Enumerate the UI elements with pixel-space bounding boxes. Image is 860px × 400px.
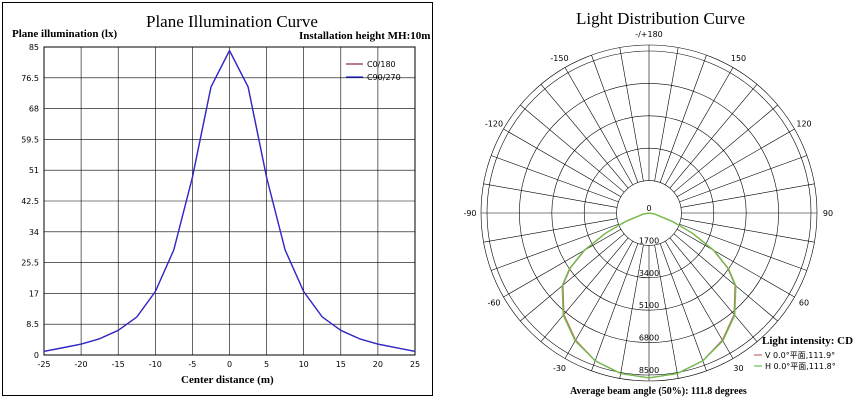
x-tick-label: -20	[75, 360, 88, 369]
radial-tick-label: 8500	[639, 366, 659, 375]
polar-spoke	[490, 223, 619, 271]
polar-spoke	[676, 228, 795, 298]
radial-tick-label: 1700	[639, 236, 659, 245]
polar-legend-label: V 0.0°平面,111.9°	[765, 351, 835, 360]
polar-spoke	[664, 67, 734, 186]
plane-chart-xlabel: Center distance (m)	[181, 374, 274, 386]
light-distribution-panel: Light Distribution Curve Light intensity…	[436, 0, 860, 400]
polar-spoke	[540, 84, 629, 189]
polar-spoke	[483, 218, 618, 243]
x-tick-label: 10	[299, 360, 309, 369]
light-distribution-chart: -/+1801501209060300-30-60-90-120-1500170…	[463, 30, 836, 382]
polar-spoke	[654, 244, 679, 379]
polar-spoke	[679, 155, 808, 203]
plane-illumination-chart: -25 -20 -15 -10 -5 0 5 10 15 20 25 0 8.5 17 25.5 34 42.5…	[21, 43, 420, 369]
legend-label: C0/180	[367, 60, 396, 69]
angle-label: 90	[823, 209, 833, 218]
polar-spoke	[673, 104, 778, 193]
x-tick-label: 15	[336, 360, 346, 369]
angle-label: -30	[553, 364, 566, 373]
polar-chart-title: Light Distribution Curve	[576, 9, 746, 28]
polar-spoke	[503, 128, 622, 198]
y-tick-label: 85	[29, 43, 39, 52]
radial-tick-label: 5100	[639, 301, 659, 310]
polar-spoke	[564, 67, 634, 186]
polar-spoke	[503, 228, 622, 298]
plane-chart-subtitle: Installation height MH:10m	[299, 30, 431, 42]
beam-angle-footer: Average beam angle (50%): 111.8 degrees	[570, 386, 747, 397]
angle-label: -120	[485, 120, 503, 129]
polar-spoke	[520, 104, 625, 193]
y-tick-label: 68	[29, 105, 39, 114]
polar-spoke	[676, 128, 795, 198]
plane-chart-title: Plane Illumination Curve	[146, 12, 318, 31]
polar-spoke	[483, 183, 618, 208]
polar-spoke	[490, 155, 619, 203]
radial-tick-label: 0	[646, 204, 651, 213]
angle-label: 30	[733, 364, 743, 373]
angle-label: 60	[799, 299, 809, 308]
series-line-1	[43, 49, 416, 353]
x-tick-label: 0	[227, 360, 232, 369]
x-tick-label: -5	[188, 360, 196, 369]
polar-spoke	[659, 54, 707, 183]
plane-illumination-panel: Plane Illumination Curve Plane illuminat…	[2, 2, 433, 396]
angle-label: 150	[731, 54, 746, 63]
angle-label: -60	[487, 299, 500, 308]
y-tick-label: 51	[29, 166, 39, 175]
polar-spoke	[540, 237, 629, 342]
y-tick-label: 8.5	[26, 320, 39, 329]
y-tick-label: 76.5	[21, 74, 39, 83]
x-tick-label: 20	[373, 360, 383, 369]
x-tick-label: -10	[149, 360, 162, 369]
polar-spoke	[654, 47, 679, 182]
y-tick-label: 34	[29, 228, 39, 237]
polar-spoke	[673, 233, 778, 322]
intensity-label: Light intensity: CD	[762, 335, 854, 347]
polar-spoke	[619, 244, 644, 379]
angle-label: -150	[550, 54, 568, 63]
polar-legend-label: H 0.0°平面,111.8°	[765, 362, 836, 371]
y-tick-label: 17	[29, 289, 39, 298]
angle-label: -/+180	[635, 30, 663, 39]
polar-spoke	[680, 218, 815, 243]
polar-spoke	[664, 240, 734, 359]
y-tick-label: 42.5	[21, 197, 39, 206]
polar-spoke	[520, 233, 625, 322]
polar-spoke	[669, 237, 758, 342]
x-tick-label: -25	[37, 360, 50, 369]
polar-spoke	[619, 47, 644, 182]
x-tick-label: -15	[112, 360, 125, 369]
radial-tick-label: 6800	[639, 334, 659, 343]
y-tick-label: 59.5	[21, 135, 39, 144]
x-tick-label: 25	[410, 360, 420, 369]
y-tick-label: 25.5	[21, 259, 39, 268]
polar-spoke	[591, 243, 639, 372]
polar-spoke	[679, 223, 808, 271]
polar-spoke	[564, 240, 634, 359]
polar-spoke	[591, 54, 639, 183]
angle-label: -90	[463, 209, 476, 218]
polar-spoke	[659, 243, 707, 372]
plane-chart-ylabel: Plane illumination (lx)	[12, 28, 118, 40]
polar-spoke	[669, 84, 758, 189]
radial-tick-label: 3400	[639, 269, 659, 278]
x-tick-label: 5	[264, 360, 269, 369]
polar-series-line-1	[561, 212, 737, 379]
y-tick-label: 0	[34, 351, 39, 360]
legend-label: C90/270	[367, 73, 401, 82]
angle-label: 120	[796, 120, 811, 129]
polar-spoke	[680, 183, 815, 208]
